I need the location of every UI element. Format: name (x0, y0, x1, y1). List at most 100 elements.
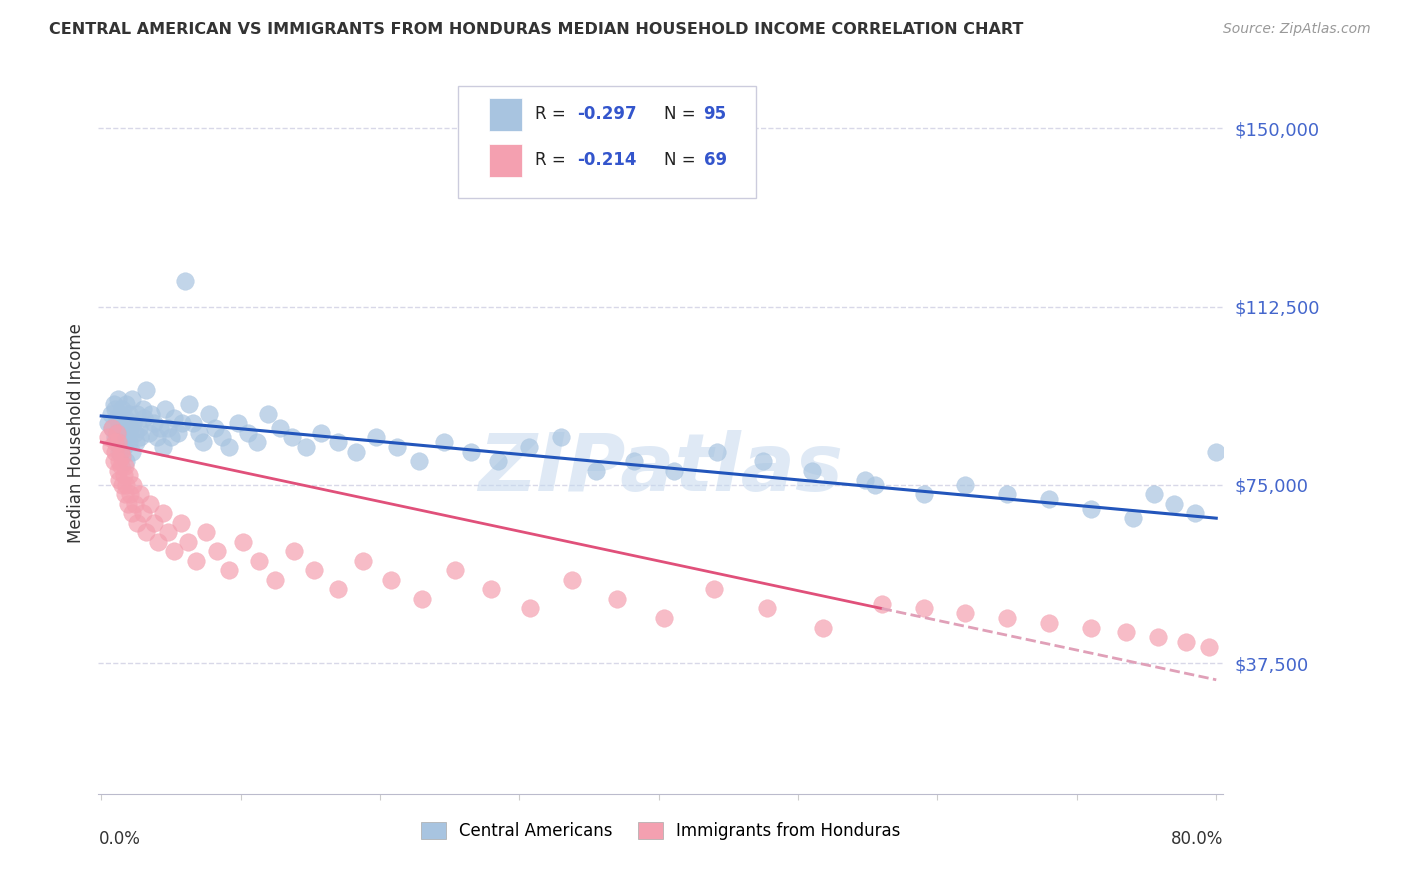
Point (107, 435, 129, 450)
Point (408, 454, 430, 468)
Point (112, 440, 135, 454)
Point (187, 425, 209, 440)
Point (152, 440, 174, 454)
Point (127, 516, 149, 530)
Point (157, 525, 180, 540)
Point (114, 411, 136, 425)
Point (132, 507, 155, 521)
FancyBboxPatch shape (489, 144, 523, 177)
Point (184, 554, 207, 568)
Point (853, 473, 876, 487)
FancyBboxPatch shape (458, 86, 756, 198)
Point (205, 544, 228, 558)
Point (1205, 444, 1227, 458)
Point (112, 468, 135, 483)
Point (264, 573, 287, 587)
Point (138, 425, 160, 440)
Point (173, 273, 195, 287)
Point (181, 416, 204, 430)
Point (606, 592, 628, 607)
Point (752, 454, 775, 468)
Point (236, 425, 259, 440)
Point (197, 407, 219, 421)
Point (146, 430, 169, 444)
Point (623, 454, 645, 468)
Point (135, 383, 157, 397)
Point (1198, 640, 1220, 654)
Point (169, 516, 191, 530)
Point (801, 464, 824, 478)
Point (108, 454, 131, 468)
Point (108, 444, 131, 458)
Point (105, 425, 128, 440)
Point (152, 507, 174, 521)
Point (1142, 487, 1164, 501)
Point (176, 535, 198, 549)
Point (364, 430, 387, 444)
Point (139, 497, 162, 511)
Point (124, 497, 146, 511)
Point (124, 425, 146, 440)
Point (163, 411, 186, 425)
Point (246, 435, 269, 450)
Point (304, 564, 326, 578)
Point (863, 478, 886, 492)
Point (115, 397, 138, 411)
Point (1163, 497, 1185, 511)
Point (912, 487, 935, 501)
Text: Source: ZipAtlas.com: Source: ZipAtlas.com (1223, 22, 1371, 37)
Point (115, 454, 138, 468)
Point (283, 544, 305, 558)
Point (132, 401, 155, 416)
Text: 69: 69 (703, 152, 727, 169)
Point (232, 535, 254, 549)
Point (194, 525, 217, 540)
Point (120, 421, 142, 435)
Point (652, 611, 675, 625)
Text: 0.0%: 0.0% (98, 830, 141, 848)
Point (118, 435, 141, 450)
Point (148, 535, 170, 549)
Point (115, 478, 138, 492)
Point (111, 435, 134, 450)
Point (519, 601, 541, 615)
Point (167, 425, 190, 440)
Point (121, 507, 143, 521)
Point (114, 458, 136, 473)
Text: N =: N = (664, 105, 702, 123)
Point (385, 440, 408, 454)
Point (108, 416, 131, 430)
Point (1122, 511, 1144, 525)
Point (488, 454, 510, 468)
Point (295, 440, 318, 454)
Point (995, 487, 1018, 501)
Point (352, 554, 374, 568)
Point (433, 435, 456, 450)
Point (125, 435, 148, 450)
Point (111, 401, 134, 416)
Point (703, 582, 725, 597)
Point (118, 468, 141, 483)
Text: ZIPatlas: ZIPatlas (478, 430, 844, 508)
Point (411, 592, 433, 607)
Point (756, 601, 779, 615)
Text: R =: R = (534, 105, 571, 123)
Point (129, 487, 152, 501)
FancyBboxPatch shape (489, 98, 523, 131)
Point (149, 421, 172, 435)
Point (122, 478, 145, 492)
Point (912, 601, 935, 615)
Point (101, 421, 124, 435)
Point (117, 416, 139, 430)
Point (211, 430, 233, 444)
Point (122, 416, 145, 430)
Point (134, 411, 156, 425)
Point (163, 544, 186, 558)
Point (706, 444, 728, 458)
Text: -0.214: -0.214 (578, 152, 637, 169)
Point (117, 425, 139, 440)
Point (247, 554, 270, 568)
Point (135, 525, 157, 540)
Point (114, 430, 136, 444)
Point (141, 407, 163, 421)
